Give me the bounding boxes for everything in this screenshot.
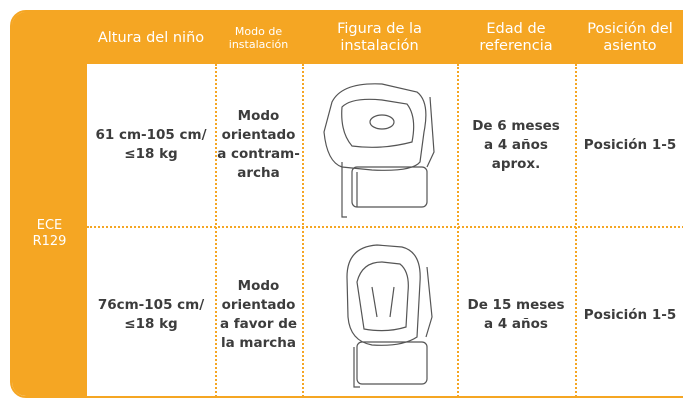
header-cell: Figura de la instalación xyxy=(302,12,457,64)
body-cell: 76cm-105 cm/ ≤18 kg xyxy=(87,226,215,396)
text-line: Posición 1-5 xyxy=(583,306,677,323)
text-line: R129 xyxy=(32,234,67,249)
text-line: a favor de xyxy=(219,316,298,332)
text-line: Modo de xyxy=(234,25,283,38)
text-line: orientado xyxy=(221,127,296,143)
header-row xyxy=(12,12,683,64)
text-line: archa xyxy=(237,165,280,181)
text-line: Modo xyxy=(237,108,280,124)
text-line: Posición del xyxy=(587,21,673,37)
text-line: De 15 meses xyxy=(467,297,565,313)
text-line: Posición 1-5 xyxy=(583,136,677,153)
side-label: ECE R129 xyxy=(12,64,87,396)
text-line: 76cm-105 cm/ xyxy=(97,297,205,313)
side-column xyxy=(12,12,87,396)
divider xyxy=(575,64,577,396)
body-cell: Modo orientado a contram-archa xyxy=(215,64,302,226)
text-line: Edad de xyxy=(486,21,546,37)
text-line: a contram- xyxy=(217,146,300,162)
divider xyxy=(87,226,683,228)
seat-illustration xyxy=(323,83,435,218)
text-line: la marcha xyxy=(221,335,296,351)
body-cell: 61 cm-105 cm/ ≤18 kg xyxy=(87,64,215,226)
body-cell: Posición 1-5 xyxy=(575,226,683,396)
body-cell: De 6 meses a 4 años aprox. xyxy=(457,64,575,226)
body-cell: De 15 meses a 4 años xyxy=(457,226,575,396)
text-line: aprox. xyxy=(491,155,541,172)
text-line: ≤18 kg xyxy=(124,316,178,332)
text-line: orientado xyxy=(221,297,296,313)
text-line: Modo xyxy=(237,278,280,294)
table-frame: ECE R129 Altura del niño Modo de instalación… xyxy=(10,10,683,398)
header-cell: Modo de instalación xyxy=(215,12,302,64)
text-line: Altura del niño xyxy=(97,29,205,46)
header-cell: Altura del niño xyxy=(87,12,215,64)
header-cell: Edad de referencia xyxy=(457,12,575,64)
text-line: Figura de la xyxy=(337,21,422,37)
text-line: instalación xyxy=(340,38,419,54)
body-cell: Modo orientado a favor de la marcha xyxy=(215,226,302,396)
text-line: a 4 años xyxy=(484,136,548,153)
text-line: De 6 meses xyxy=(472,117,560,134)
body-cell: Posición 1-5 xyxy=(575,64,683,226)
text-line: referencia xyxy=(479,38,553,54)
text-line: 61 cm-105 cm/ xyxy=(95,127,207,143)
divider xyxy=(215,64,217,396)
text-line: ECE xyxy=(36,218,63,233)
divider xyxy=(302,64,304,396)
seat-illustration xyxy=(346,244,433,388)
text-line: a 4 años xyxy=(484,316,548,332)
text-line: ≤18 kg xyxy=(124,146,178,162)
text-line: instalación xyxy=(228,38,289,51)
header-cell: Posición del asiento xyxy=(575,12,683,64)
divider xyxy=(457,64,459,396)
text-line: asiento xyxy=(603,38,657,54)
